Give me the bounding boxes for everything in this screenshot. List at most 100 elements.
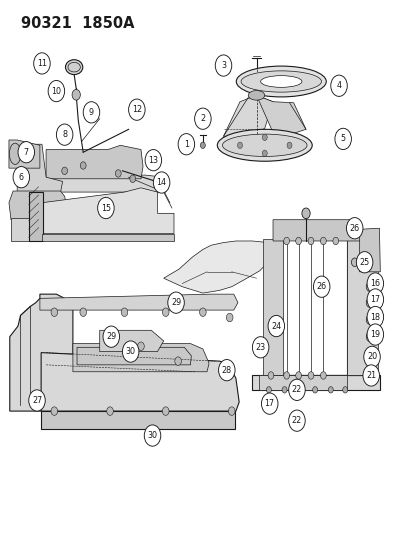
Text: 1: 1 [183, 140, 188, 149]
Text: 4: 4 [336, 81, 341, 90]
Circle shape [288, 379, 304, 400]
Circle shape [194, 108, 211, 130]
Circle shape [199, 308, 206, 317]
Polygon shape [9, 140, 40, 168]
Circle shape [286, 142, 291, 149]
Polygon shape [223, 95, 272, 136]
Polygon shape [25, 175, 167, 192]
Circle shape [167, 292, 184, 313]
Text: 18: 18 [370, 312, 380, 321]
Polygon shape [41, 411, 235, 429]
Circle shape [80, 308, 86, 317]
Circle shape [366, 332, 373, 342]
Circle shape [103, 326, 119, 348]
Circle shape [162, 308, 169, 317]
Text: 11: 11 [37, 59, 47, 68]
Text: 9: 9 [89, 108, 94, 117]
Circle shape [174, 357, 181, 366]
Polygon shape [163, 241, 272, 293]
Circle shape [51, 407, 57, 415]
Circle shape [366, 273, 383, 294]
Polygon shape [77, 348, 191, 365]
Polygon shape [272, 220, 362, 241]
Text: 26: 26 [349, 224, 359, 233]
Polygon shape [11, 217, 42, 241]
Circle shape [312, 386, 317, 393]
Circle shape [237, 142, 242, 149]
Circle shape [307, 237, 313, 245]
Circle shape [80, 162, 86, 169]
Polygon shape [252, 375, 380, 390]
Text: 28: 28 [221, 366, 231, 375]
Circle shape [178, 134, 194, 155]
Circle shape [18, 142, 34, 163]
Polygon shape [262, 239, 363, 375]
Circle shape [320, 372, 325, 379]
Polygon shape [28, 192, 43, 241]
Circle shape [162, 407, 169, 415]
Circle shape [330, 75, 347, 96]
Circle shape [48, 80, 64, 102]
Text: 23: 23 [255, 343, 265, 352]
Circle shape [13, 166, 29, 188]
Text: 17: 17 [369, 295, 380, 304]
Circle shape [363, 346, 380, 368]
Circle shape [266, 386, 271, 393]
Circle shape [362, 365, 379, 386]
Polygon shape [73, 344, 209, 372]
Ellipse shape [65, 60, 83, 75]
Circle shape [366, 306, 383, 328]
Text: 19: 19 [369, 330, 380, 339]
Circle shape [261, 393, 277, 414]
Circle shape [356, 252, 372, 273]
Circle shape [200, 142, 205, 149]
Circle shape [366, 324, 383, 345]
Circle shape [215, 55, 231, 76]
Circle shape [252, 337, 268, 358]
Text: 7: 7 [24, 148, 29, 157]
Text: 13: 13 [148, 156, 158, 165]
Circle shape [262, 134, 267, 141]
Polygon shape [42, 233, 173, 241]
Polygon shape [41, 353, 239, 411]
Circle shape [328, 386, 332, 393]
Circle shape [295, 372, 301, 379]
Polygon shape [42, 188, 173, 233]
Polygon shape [258, 375, 347, 390]
Circle shape [122, 341, 139, 362]
Text: 27: 27 [32, 396, 42, 405]
Text: 20: 20 [366, 352, 376, 361]
Circle shape [218, 360, 235, 381]
Text: 21: 21 [365, 371, 375, 380]
Polygon shape [9, 191, 66, 220]
Text: 5: 5 [340, 134, 345, 143]
Circle shape [366, 282, 373, 292]
Text: 22: 22 [291, 385, 301, 394]
Circle shape [33, 53, 50, 74]
Circle shape [366, 289, 383, 310]
Ellipse shape [236, 66, 325, 97]
Polygon shape [40, 294, 237, 310]
Text: 30: 30 [126, 347, 135, 356]
Circle shape [268, 316, 284, 337]
Circle shape [297, 386, 301, 393]
Ellipse shape [217, 130, 311, 161]
Circle shape [320, 237, 325, 245]
Circle shape [130, 175, 135, 182]
Polygon shape [359, 228, 380, 272]
Text: 2: 2 [200, 114, 205, 123]
Circle shape [351, 258, 357, 266]
Text: 15: 15 [101, 204, 111, 213]
Circle shape [228, 407, 235, 415]
Circle shape [313, 276, 329, 297]
Ellipse shape [248, 91, 264, 100]
Polygon shape [17, 144, 62, 204]
Circle shape [334, 128, 351, 150]
Polygon shape [46, 146, 143, 179]
Text: 16: 16 [370, 279, 380, 288]
Circle shape [366, 298, 373, 308]
Text: 22: 22 [291, 416, 301, 425]
Circle shape [97, 197, 114, 219]
Ellipse shape [222, 134, 306, 157]
Circle shape [153, 172, 169, 193]
